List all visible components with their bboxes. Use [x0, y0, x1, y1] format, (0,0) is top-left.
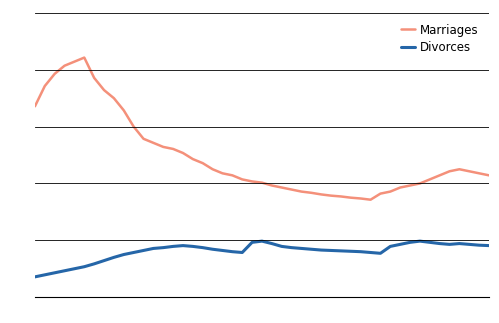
Marriages	[200, 161, 206, 165]
Marriages	[437, 173, 443, 177]
Divorces	[288, 246, 294, 250]
Divorces	[447, 243, 453, 246]
Marriages	[348, 196, 354, 200]
Marriages	[417, 182, 423, 185]
Divorces	[150, 246, 156, 250]
Line: Divorces: Divorces	[35, 241, 489, 277]
Marriages	[220, 172, 226, 175]
Divorces	[239, 251, 245, 255]
Marriages	[288, 188, 294, 192]
Divorces	[230, 250, 236, 254]
Legend: Marriages, Divorces: Marriages, Divorces	[396, 19, 483, 59]
Marriages	[210, 167, 216, 171]
Marriages	[358, 197, 364, 201]
Marriages	[457, 167, 463, 171]
Divorces	[180, 244, 186, 247]
Divorces	[368, 251, 374, 255]
Line: Marriages: Marriages	[35, 57, 489, 200]
Divorces	[466, 243, 472, 246]
Marriages	[111, 96, 117, 100]
Marriages	[81, 56, 87, 59]
Divorces	[81, 265, 87, 269]
Divorces	[32, 275, 38, 279]
Marriages	[32, 104, 38, 108]
Marriages	[328, 194, 334, 198]
Divorces	[131, 251, 137, 255]
Marriages	[170, 147, 176, 151]
Divorces	[101, 259, 107, 263]
Divorces	[259, 239, 265, 243]
Divorces	[141, 248, 147, 252]
Marriages	[101, 88, 107, 92]
Marriages	[338, 194, 344, 198]
Marriages	[279, 186, 285, 190]
Divorces	[407, 240, 413, 244]
Divorces	[358, 250, 364, 254]
Marriages	[387, 190, 393, 193]
Marriages	[298, 190, 304, 193]
Marriages	[91, 76, 97, 80]
Divorces	[190, 245, 196, 248]
Divorces	[397, 243, 403, 246]
Marriages	[486, 173, 492, 177]
Marriages	[476, 172, 482, 175]
Divorces	[170, 245, 176, 248]
Marriages	[308, 191, 314, 195]
Marriages	[150, 141, 156, 145]
Marriages	[61, 64, 67, 68]
Marriages	[141, 137, 147, 141]
Marriages	[269, 183, 275, 187]
Marriages	[249, 180, 255, 183]
Marriages	[52, 72, 58, 76]
Divorces	[121, 253, 127, 256]
Marriages	[318, 193, 324, 196]
Divorces	[269, 242, 275, 245]
Divorces	[308, 247, 314, 251]
Divorces	[377, 251, 383, 255]
Divorces	[338, 249, 344, 253]
Divorces	[91, 262, 97, 266]
Divorces	[52, 271, 58, 275]
Divorces	[210, 247, 216, 251]
Divorces	[111, 255, 117, 259]
Divorces	[328, 248, 334, 252]
Marriages	[42, 84, 48, 88]
Divorces	[249, 240, 255, 244]
Divorces	[71, 267, 77, 271]
Marriages	[397, 186, 403, 190]
Marriages	[239, 177, 245, 181]
Marriages	[190, 157, 196, 161]
Marriages	[407, 183, 413, 187]
Divorces	[220, 248, 226, 252]
Divorces	[427, 240, 433, 244]
Marriages	[131, 125, 137, 129]
Marriages	[160, 145, 166, 149]
Divorces	[298, 246, 304, 250]
Divorces	[486, 244, 492, 247]
Divorces	[61, 269, 67, 273]
Divorces	[279, 245, 285, 248]
Divorces	[457, 242, 463, 245]
Divorces	[42, 273, 48, 277]
Divorces	[348, 249, 354, 253]
Divorces	[387, 245, 393, 248]
Marriages	[377, 192, 383, 195]
Divorces	[318, 248, 324, 252]
Divorces	[417, 239, 423, 243]
Divorces	[160, 246, 166, 250]
Marriages	[71, 60, 77, 64]
Marriages	[180, 151, 186, 155]
Marriages	[230, 173, 236, 177]
Marriages	[259, 181, 265, 184]
Divorces	[200, 246, 206, 250]
Marriages	[121, 109, 127, 112]
Divorces	[437, 242, 443, 245]
Marriages	[466, 169, 472, 173]
Divorces	[476, 243, 482, 247]
Marriages	[427, 177, 433, 181]
Marriages	[447, 169, 453, 173]
Marriages	[368, 198, 374, 202]
